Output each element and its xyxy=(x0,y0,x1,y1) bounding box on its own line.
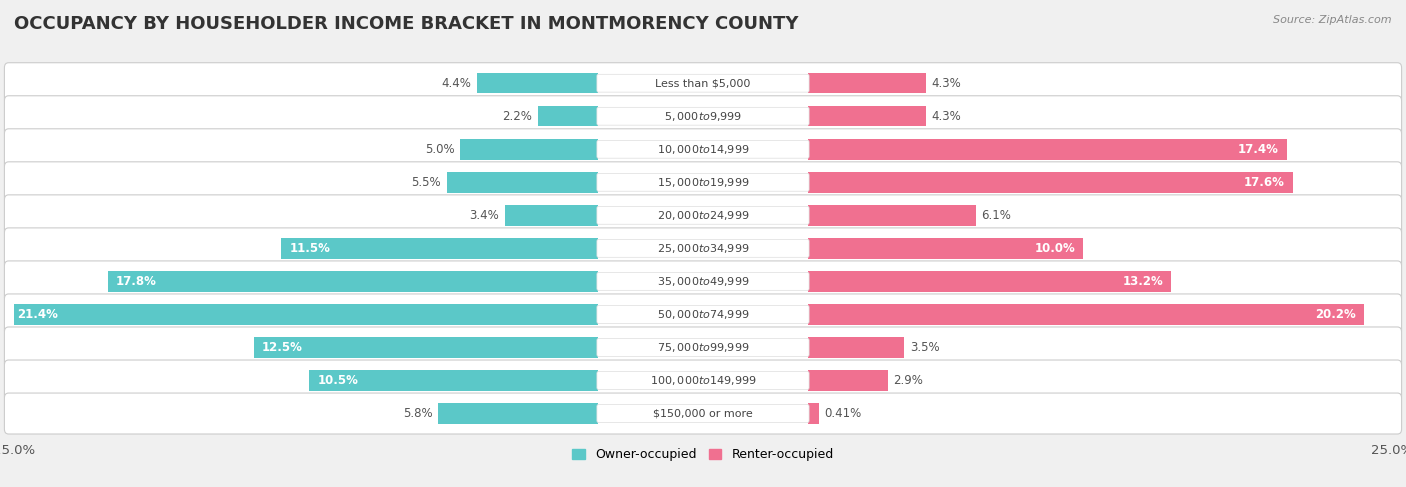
Bar xyxy=(807,337,904,358)
Text: 10.5%: 10.5% xyxy=(318,374,359,387)
Bar xyxy=(807,205,976,225)
Text: 4.3%: 4.3% xyxy=(932,110,962,123)
FancyBboxPatch shape xyxy=(598,75,808,92)
Text: $150,000 or more: $150,000 or more xyxy=(654,409,752,418)
Bar xyxy=(537,106,599,127)
Text: $25,000 to $34,999: $25,000 to $34,999 xyxy=(657,242,749,255)
Bar xyxy=(807,73,927,94)
FancyBboxPatch shape xyxy=(4,327,1402,368)
Text: 3.4%: 3.4% xyxy=(470,209,499,222)
Bar xyxy=(439,403,599,424)
Text: 11.5%: 11.5% xyxy=(290,242,330,255)
FancyBboxPatch shape xyxy=(598,173,808,191)
Text: 3.5%: 3.5% xyxy=(910,341,939,354)
FancyBboxPatch shape xyxy=(4,360,1402,401)
Bar xyxy=(807,139,1288,160)
Text: 4.3%: 4.3% xyxy=(932,77,962,90)
FancyBboxPatch shape xyxy=(598,240,808,257)
FancyBboxPatch shape xyxy=(598,305,808,323)
Text: 12.5%: 12.5% xyxy=(262,341,302,354)
FancyBboxPatch shape xyxy=(4,96,1402,137)
Text: 6.1%: 6.1% xyxy=(981,209,1011,222)
FancyBboxPatch shape xyxy=(598,338,808,356)
FancyBboxPatch shape xyxy=(4,129,1402,170)
Bar xyxy=(807,403,820,424)
Text: $50,000 to $74,999: $50,000 to $74,999 xyxy=(657,308,749,321)
Text: 2.2%: 2.2% xyxy=(502,110,531,123)
Text: 21.4%: 21.4% xyxy=(17,308,58,321)
Text: 4.4%: 4.4% xyxy=(441,77,471,90)
Text: Less than $5,000: Less than $5,000 xyxy=(655,78,751,88)
FancyBboxPatch shape xyxy=(598,405,808,422)
Text: 17.6%: 17.6% xyxy=(1243,176,1285,189)
FancyBboxPatch shape xyxy=(4,63,1402,104)
Text: $15,000 to $19,999: $15,000 to $19,999 xyxy=(657,176,749,189)
Text: 0.41%: 0.41% xyxy=(824,407,862,420)
Text: $75,000 to $99,999: $75,000 to $99,999 xyxy=(657,341,749,354)
FancyBboxPatch shape xyxy=(598,273,808,290)
Text: 10.0%: 10.0% xyxy=(1035,242,1076,255)
Text: $100,000 to $149,999: $100,000 to $149,999 xyxy=(650,374,756,387)
Bar xyxy=(807,106,927,127)
Text: 2.9%: 2.9% xyxy=(893,374,922,387)
FancyBboxPatch shape xyxy=(4,294,1402,335)
Bar xyxy=(477,73,599,94)
Bar xyxy=(281,238,599,259)
Bar xyxy=(8,304,599,325)
Text: 13.2%: 13.2% xyxy=(1122,275,1163,288)
Bar xyxy=(254,337,599,358)
Bar xyxy=(807,370,887,391)
FancyBboxPatch shape xyxy=(598,107,808,125)
Text: OCCUPANCY BY HOUSEHOLDER INCOME BRACKET IN MONTMORENCY COUNTY: OCCUPANCY BY HOUSEHOLDER INCOME BRACKET … xyxy=(14,15,799,33)
Text: 17.8%: 17.8% xyxy=(117,275,157,288)
Bar xyxy=(807,172,1292,192)
Bar xyxy=(807,271,1171,292)
FancyBboxPatch shape xyxy=(598,372,808,390)
Bar xyxy=(505,205,599,225)
Bar xyxy=(309,370,599,391)
Bar xyxy=(461,139,599,160)
FancyBboxPatch shape xyxy=(4,195,1402,236)
Text: $20,000 to $24,999: $20,000 to $24,999 xyxy=(657,209,749,222)
Bar xyxy=(807,238,1083,259)
Text: $5,000 to $9,999: $5,000 to $9,999 xyxy=(664,110,742,123)
Text: 20.2%: 20.2% xyxy=(1316,308,1357,321)
Text: 5.8%: 5.8% xyxy=(404,407,433,420)
FancyBboxPatch shape xyxy=(4,393,1402,434)
Text: 5.0%: 5.0% xyxy=(426,143,456,156)
Bar xyxy=(807,304,1364,325)
Text: $10,000 to $14,999: $10,000 to $14,999 xyxy=(657,143,749,156)
FancyBboxPatch shape xyxy=(4,228,1402,269)
Text: 17.4%: 17.4% xyxy=(1239,143,1279,156)
FancyBboxPatch shape xyxy=(598,140,808,158)
Text: $35,000 to $49,999: $35,000 to $49,999 xyxy=(657,275,749,288)
Legend: Owner-occupied, Renter-occupied: Owner-occupied, Renter-occupied xyxy=(568,443,838,466)
FancyBboxPatch shape xyxy=(4,261,1402,302)
Bar xyxy=(447,172,599,192)
Text: 5.5%: 5.5% xyxy=(412,176,441,189)
Text: Source: ZipAtlas.com: Source: ZipAtlas.com xyxy=(1274,15,1392,25)
FancyBboxPatch shape xyxy=(4,162,1402,203)
FancyBboxPatch shape xyxy=(598,206,808,224)
Bar xyxy=(108,271,599,292)
